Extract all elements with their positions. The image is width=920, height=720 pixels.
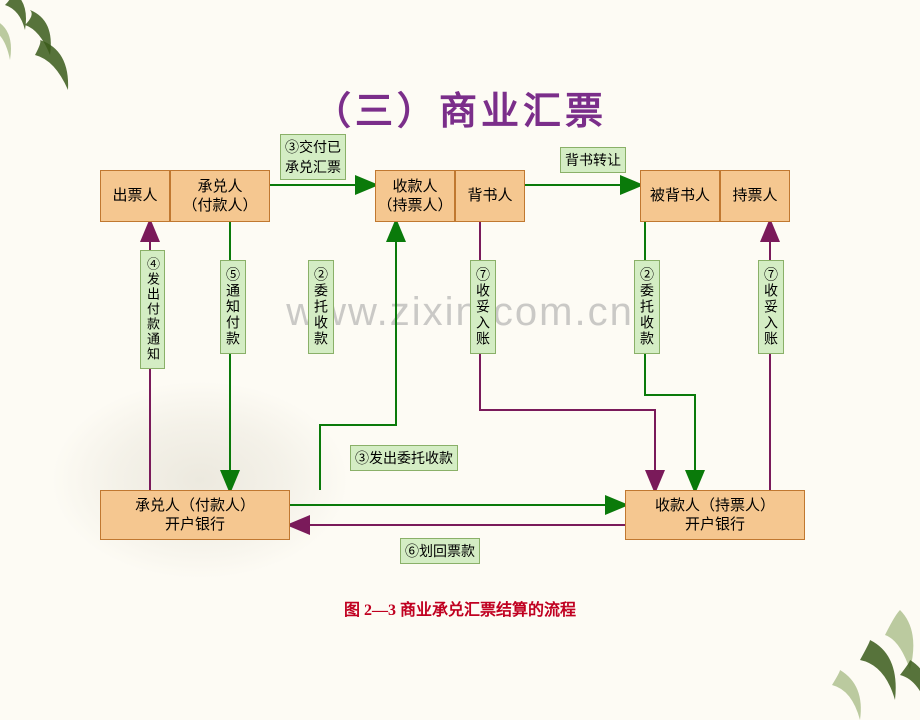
box-endorser: 背书人 <box>455 170 525 222</box>
label-step5-notify: ⑤通知付款 <box>220 260 246 354</box>
label-step4-notice: ④发出付款通知 <box>140 250 165 369</box>
box-endorsee: 被背书人 <box>640 170 720 222</box>
box-label: 持票人 <box>732 186 777 206</box>
box-payee-holder: 收款人（持票人） <box>375 170 455 222</box>
box-acceptor-bank: 承兑人（付款人）开户银行 <box>100 490 290 540</box>
label-step2a-entrust: ②委托收款 <box>308 260 334 354</box>
label-step3-collect: ③发出委托收款 <box>350 445 458 471</box>
label-step6-remit: ⑥划回票款 <box>400 538 480 564</box>
box-holder: 持票人 <box>720 170 790 222</box>
figure-caption: 图 2—3 商业承兑汇票结算的流程 <box>0 596 920 620</box>
label-step3-deliver: ③交付已承兑汇票 <box>280 134 346 180</box>
decorative-splash <box>50 380 350 580</box>
label-step2b-entrust: ②委托收款 <box>634 260 660 354</box>
box-acceptor-payer: 承兑人（付款人） <box>170 170 270 222</box>
label-step7a-credit: ⑦收妥入账 <box>470 260 496 354</box>
box-label: 被背书人 <box>650 186 710 206</box>
box-drawer: 出票人 <box>100 170 170 222</box>
label-step7b-credit: ⑦收妥入账 <box>758 260 784 354</box>
box-label: 收款人（持票人）开户银行 <box>655 496 775 535</box>
corner-decoration-br <box>800 570 920 720</box>
label-endorse-transfer: 背书转让 <box>560 147 626 173</box>
box-label: 收款人（持票人） <box>377 177 452 216</box>
box-label: 承兑人（付款人）开户银行 <box>135 496 255 535</box>
box-label: 承兑人（付款人） <box>182 177 257 216</box>
box-label: 背书人 <box>467 186 512 206</box>
box-label: 出票人 <box>112 186 157 206</box>
page-title: （三）商业汇票 <box>0 80 920 135</box>
box-payee-bank: 收款人（持票人）开户银行 <box>625 490 805 540</box>
